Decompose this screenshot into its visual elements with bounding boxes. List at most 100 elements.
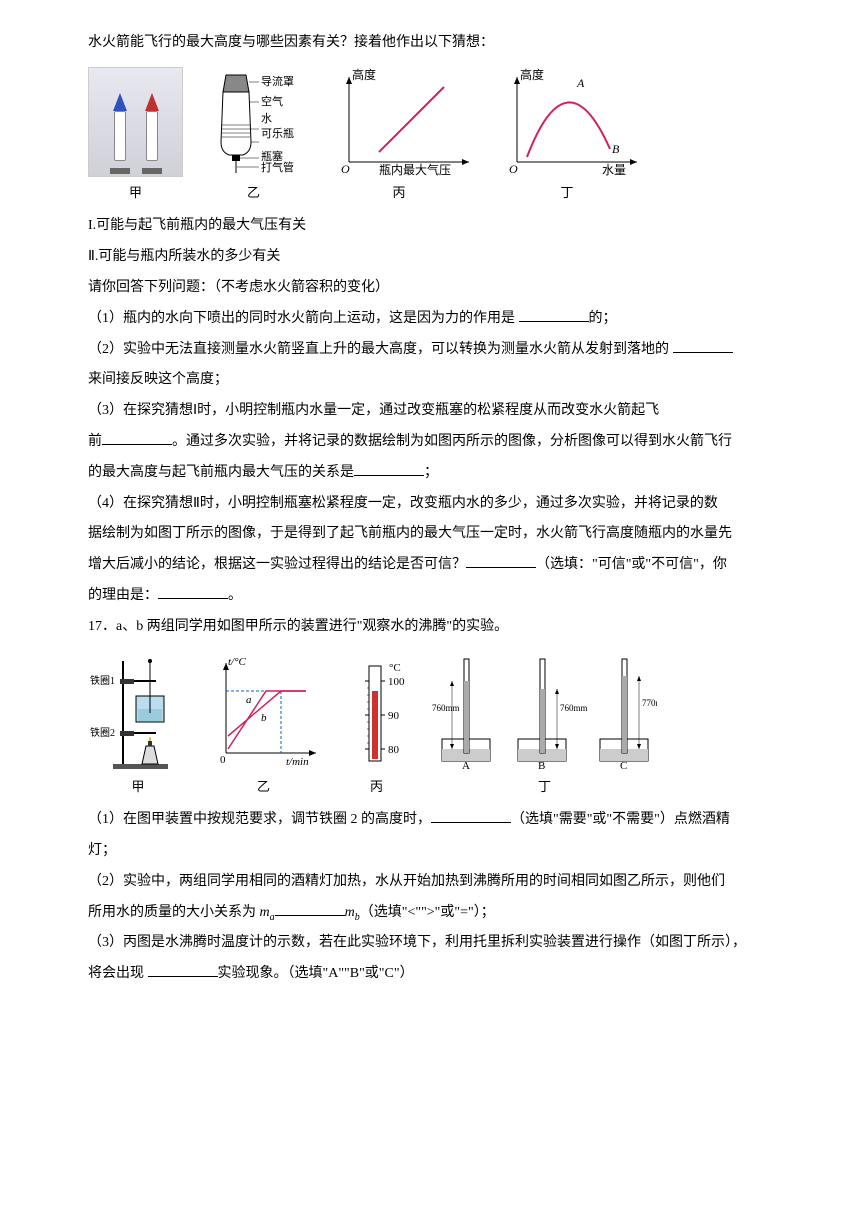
fig-bing: 高度 O 瓶内最大气压 丙 bbox=[324, 67, 474, 208]
q17p3-c: 实验现象。（选填"A""B"或"C"） bbox=[218, 966, 414, 981]
svg-text:A: A bbox=[576, 76, 585, 90]
svg-text:可乐瓶: 可乐瓶 bbox=[261, 126, 294, 140]
svg-text:打气管: 打气管 bbox=[261, 160, 294, 174]
fig-label-bing: 丙 bbox=[392, 179, 405, 208]
fig-yi: 导流罩 空气 水 可乐瓶 瓶塞 打气管 乙 bbox=[201, 67, 306, 208]
fig-label-yi: 乙 bbox=[247, 179, 260, 208]
q17p2-line1: （2）实验中，两组同学用相同的酒精灯加热，水从开始加热到沸腾所用的时间相同如图乙… bbox=[88, 867, 772, 898]
q3-line2: 前 。通过多次实验，并将记录的数据绘制为如图丙所示的图像，分析图像可以得到水火箭飞… bbox=[88, 427, 772, 458]
fig-label-ding: 丁 bbox=[560, 179, 573, 208]
q2-text-a: （2）实验中无法直接测量水火箭竖直上升的最大高度，可以转换为测量水火箭从发射到落… bbox=[88, 342, 673, 357]
svg-text:a: a bbox=[246, 694, 252, 706]
q1-text-b: 的； bbox=[589, 311, 617, 326]
q17p3-b: 将会出现 bbox=[88, 966, 148, 981]
q17p1-b: （选填"需要"或"不需要"）点燃酒精 bbox=[511, 812, 730, 827]
blank bbox=[275, 902, 345, 916]
q4-line3: 增大后减小的结论，根据这一实验过程得出的结论是否可信？ （选填："可信"或"不可信… bbox=[88, 550, 772, 581]
q17p3-line1: （3）丙图是水沸腾时温度计的示数，若在此实验环境下，利用托里拆利实验装置进行操作… bbox=[88, 928, 772, 959]
svg-text:C: C bbox=[620, 760, 627, 771]
svg-text:90: 90 bbox=[388, 710, 400, 722]
q4-text-e: 的理由是： bbox=[88, 588, 158, 603]
svg-text:水: 水 bbox=[261, 112, 272, 125]
q3-line3: 的最大高度与起飞前瓶内最大气压的关系是 ； bbox=[88, 458, 772, 489]
svg-text:导流罩: 导流罩 bbox=[261, 74, 294, 88]
q4-text-d: （选填："可信"或"不可信"，你 bbox=[536, 557, 727, 572]
fig-label-jia: 甲 bbox=[129, 179, 142, 208]
q17p2-b: 所用水的质量的大小关系为 bbox=[88, 905, 260, 920]
svg-text:铁圈2: 铁圈2 bbox=[90, 726, 115, 739]
blank bbox=[673, 339, 733, 353]
q4-line4: 的理由是： 。 bbox=[88, 581, 772, 612]
svg-text:100: 100 bbox=[388, 676, 405, 688]
q17p1-line2: 灯； bbox=[88, 836, 772, 867]
hypothesis-2: Ⅱ.可能与瓶内所装水的多少有关 bbox=[88, 242, 772, 273]
blank bbox=[466, 554, 536, 568]
hypothesis-1: I.可能与起飞前瓶内的最大气压有关 bbox=[88, 211, 772, 242]
q17p2-line2: 所用水的质量的大小关系为 mamb（选填"<"">"或"="）； bbox=[88, 898, 772, 929]
fig2-label-yi: 乙 bbox=[257, 773, 270, 802]
q4-line1: （4）在探究猜想Ⅱ时，小明控制瓶塞松紧程度一定，改变瓶内水的多少，通过多次实验，… bbox=[88, 489, 772, 520]
fig2-label-jia: 甲 bbox=[131, 773, 144, 802]
q2-line1: （2）实验中无法直接测量水火箭竖直上升的最大高度，可以转换为测量水火箭从发射到落… bbox=[88, 335, 772, 366]
chart-bing: 高度 O 瓶内最大气压 bbox=[324, 67, 474, 177]
fig2-ding: 760mm A 760mm B 770mm C 丁 bbox=[432, 651, 657, 802]
question-prompt: 请你回答下列问题：（不考虑水火箭容积的变化） bbox=[88, 273, 772, 304]
svg-text:0: 0 bbox=[220, 754, 226, 766]
svg-text:O: O bbox=[341, 162, 350, 176]
svg-text:80: 80 bbox=[388, 744, 400, 756]
q4-line2: 据绘制为如图丁所示的图像，于是得到了起飞前瓶内的最大气压一定时，水火箭飞行高度随… bbox=[88, 519, 772, 550]
svg-text:A: A bbox=[462, 760, 470, 771]
fig-jia: 甲 bbox=[88, 67, 183, 208]
blank bbox=[354, 462, 424, 476]
thermometer-diagram: °C 100 90 80 bbox=[339, 651, 414, 771]
svg-text:t/min: t/min bbox=[286, 756, 309, 768]
svg-text:760mm: 760mm bbox=[432, 703, 460, 713]
svg-text:瓶内最大气压: 瓶内最大气压 bbox=[379, 162, 451, 177]
svg-text:空气: 空气 bbox=[261, 94, 283, 108]
svg-text:°C: °C bbox=[389, 662, 401, 674]
chart-yi: a b t/°C 0 t/min bbox=[206, 651, 321, 771]
blank bbox=[102, 431, 172, 445]
q3-text-b: 前 bbox=[88, 434, 102, 449]
fig2-yi: a b t/°C 0 t/min 乙 bbox=[206, 651, 321, 802]
q1-text-a: （1）瓶内的水向下喷出的同时水火箭向上运动，这是因为力的作用是 bbox=[88, 311, 519, 326]
svg-text:b: b bbox=[261, 712, 267, 724]
blank bbox=[519, 308, 589, 322]
figure-row-2: 铁圈1 铁圈2 甲 a b t/°C 0 t/min 乙 bbox=[88, 651, 772, 802]
svg-text:高度: 高度 bbox=[520, 67, 544, 82]
svg-text:高度: 高度 bbox=[352, 67, 376, 82]
q17p1-line1: （1）在图甲装置中按规范要求，调节铁圈 2 的高度时， （选填"需要"或"不需要"… bbox=[88, 805, 772, 836]
tubes-diagram: 760mm A 760mm B 770mm C bbox=[432, 651, 657, 771]
svg-text:铁圈1: 铁圈1 bbox=[90, 674, 115, 687]
q4-text-c: 增大后减小的结论，根据这一实验过程得出的结论是否可信？ bbox=[88, 557, 466, 572]
svg-text:760mm: 760mm bbox=[560, 703, 588, 713]
fig2-jia: 铁圈1 铁圈2 甲 bbox=[88, 651, 188, 802]
photo-water-rocket bbox=[88, 67, 183, 177]
bottle-diagram: 导流罩 空气 水 可乐瓶 瓶塞 打气管 bbox=[201, 67, 306, 177]
chart-ding: A B 高度 O 水量 bbox=[492, 67, 642, 177]
q3-text-e: ； bbox=[424, 465, 438, 480]
svg-text:B: B bbox=[612, 142, 620, 156]
blank bbox=[158, 585, 228, 599]
svg-text:t/°C: t/°C bbox=[228, 656, 247, 668]
figure-row-1: 甲 导流罩 空气 水 可乐瓶 瓶塞 打气管 乙 bbox=[88, 67, 772, 208]
svg-text:B: B bbox=[538, 760, 545, 771]
q17p1-a: （1）在图甲装置中按规范要求，调节铁圈 2 的高度时， bbox=[88, 812, 431, 827]
q2-line2: 来间接反映这个高度； bbox=[88, 365, 772, 396]
q17-stem: 17．a、b 两组同学用如图甲所示的装置进行"观察水的沸腾"的实验。 bbox=[88, 612, 772, 643]
fig2-label-ding: 丁 bbox=[538, 773, 551, 802]
q1-line: （1）瓶内的水向下喷出的同时水火箭向上运动，这是因为力的作用是 的； bbox=[88, 304, 772, 335]
q17p3-line2: 将会出现 实验现象。（选填"A""B"或"C"） bbox=[88, 959, 772, 990]
apparatus-diagram: 铁圈1 铁圈2 bbox=[88, 651, 188, 771]
svg-text:770mm: 770mm bbox=[642, 698, 657, 708]
q4-text-f: 。 bbox=[228, 588, 242, 603]
fig-ding: A B 高度 O 水量 丁 bbox=[492, 67, 642, 208]
svg-text:瓶塞: 瓶塞 bbox=[261, 149, 283, 163]
svg-text:O: O bbox=[509, 162, 518, 176]
q3-line1: （3）在探究猜想Ⅰ时，小明控制瓶内水量一定，通过改变瓶塞的松紧程度从而改变水火箭… bbox=[88, 396, 772, 427]
q3-text-d: 的最大高度与起飞前瓶内最大气压的关系是 bbox=[88, 465, 354, 480]
q3-text-c: 。通过多次实验，并将记录的数据绘制为如图丙所示的图像，分析图像可以得到水火箭飞行 bbox=[172, 434, 732, 449]
fig2-label-bing: 丙 bbox=[370, 773, 383, 802]
blank bbox=[148, 963, 218, 977]
q17p2-c: （选填"<"">"或"="）； bbox=[360, 905, 495, 920]
